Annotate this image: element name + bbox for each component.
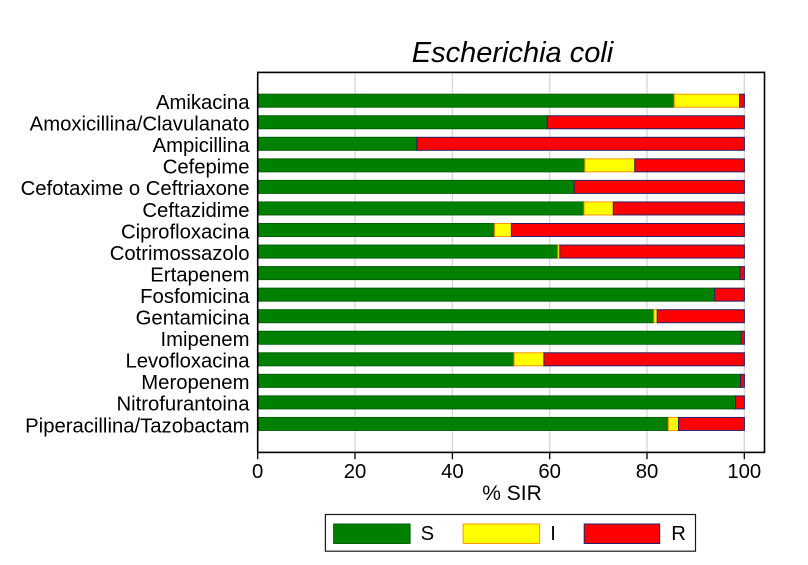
svg-text:0: 0: [252, 461, 263, 483]
svg-text:Imipenem: Imipenem: [160, 329, 249, 351]
svg-text:Ciprofloxacina: Ciprofloxacina: [121, 221, 250, 243]
svg-text:Ceftazidime: Ceftazidime: [142, 200, 249, 222]
svg-text:Levofloxacina: Levofloxacina: [125, 351, 250, 373]
svg-text:S: S: [421, 523, 435, 545]
svg-text:Ampicillina: Ampicillina: [153, 135, 251, 157]
svg-text:Escherichia coli: Escherichia coli: [412, 37, 615, 69]
svg-text:Amoxicillina/Clavulanato: Amoxicillina/Clavulanato: [30, 114, 250, 136]
svg-text:100: 100: [727, 461, 761, 483]
svg-text:20: 20: [344, 461, 367, 483]
svg-text:40: 40: [441, 461, 464, 483]
svg-text:Cotrimossazolo: Cotrimossazolo: [110, 243, 250, 265]
svg-text:Cefotaxime o Ceftriaxone: Cefotaxime o Ceftriaxone: [21, 178, 250, 200]
svg-text:Amikacina: Amikacina: [156, 92, 250, 114]
svg-text:% SIR: % SIR: [482, 482, 542, 505]
svg-text:Cefepime: Cefepime: [163, 157, 250, 179]
svg-text:Meropenem: Meropenem: [141, 372, 249, 394]
svg-text:R: R: [671, 523, 686, 545]
svg-text:60: 60: [538, 461, 561, 483]
svg-text:80: 80: [636, 461, 659, 483]
svg-text:Piperacillina/Tazobactam: Piperacillina/Tazobactam: [25, 415, 249, 437]
svg-text:Fosfomicina: Fosfomicina: [140, 286, 250, 308]
svg-text:Gentamicina: Gentamicina: [136, 308, 251, 330]
svg-text:Nitrofurantoina: Nitrofurantoina: [116, 394, 250, 416]
svg-text:Ertapenem: Ertapenem: [150, 264, 249, 286]
svg-text:I: I: [550, 523, 556, 545]
